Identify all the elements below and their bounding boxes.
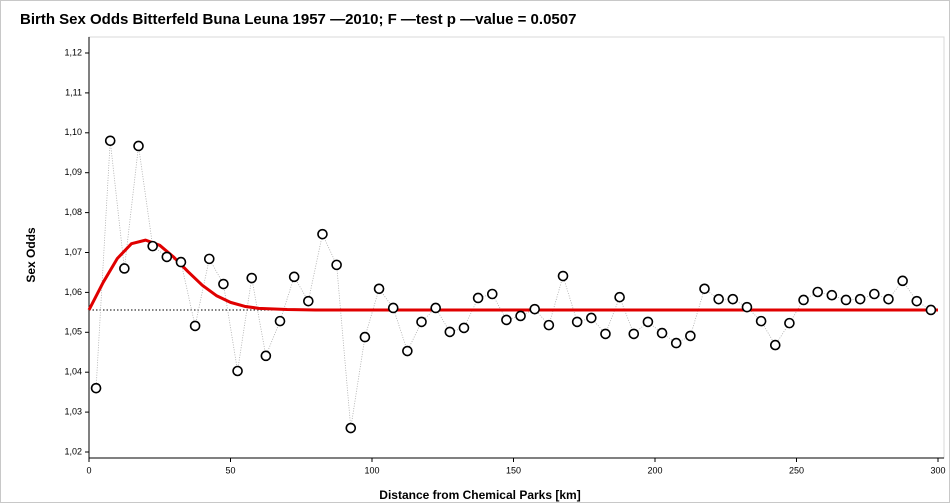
- x-tick-label: 200: [647, 465, 662, 475]
- data-point: [274, 315, 286, 327]
- data-point: [303, 295, 314, 307]
- data-point: [147, 240, 158, 252]
- data-point: [218, 278, 229, 290]
- data-point: [699, 283, 710, 295]
- data-point: [472, 292, 484, 304]
- data-point: [571, 316, 583, 328]
- x-tick-label: 100: [364, 465, 379, 475]
- data-point: [430, 302, 441, 314]
- data-point: [486, 288, 498, 300]
- data-point: [883, 293, 894, 305]
- data-point: [104, 135, 116, 147]
- data-point: [345, 422, 357, 434]
- data-point: [189, 320, 201, 332]
- data-point: [416, 316, 427, 328]
- data-point: [869, 288, 880, 300]
- data-point: [557, 270, 569, 282]
- data-point: [826, 289, 838, 301]
- y-tick-label: 1,11: [65, 87, 82, 97]
- y-tick-label: 1,09: [64, 167, 82, 177]
- chart-title: Birth Sex Odds Bitterfeld Buna Leuna 195…: [20, 11, 576, 28]
- data-point: [854, 293, 866, 305]
- data-point: [656, 327, 668, 339]
- data-point: [614, 291, 625, 303]
- data-point: [133, 140, 144, 152]
- data-point: [741, 301, 753, 313]
- y-tick-label: 1,08: [64, 207, 82, 217]
- y-tick-label: 1,04: [64, 367, 82, 377]
- data-point: [529, 303, 541, 315]
- data-point: [246, 272, 258, 284]
- x-tick-label: 250: [789, 465, 804, 475]
- data-point: [387, 302, 399, 314]
- y-tick-label: 1,03: [64, 406, 82, 416]
- data-point: [642, 316, 654, 328]
- data-point: [203, 253, 215, 265]
- x-tick-label: 150: [506, 465, 521, 475]
- data-point: [812, 286, 824, 298]
- data-point: [713, 293, 724, 305]
- plot-frame: [88, 36, 945, 459]
- data-point: [444, 326, 456, 338]
- data-point: [90, 382, 102, 394]
- x-tick-label: 300: [930, 465, 945, 475]
- x-axis-label: Distance from Chemical Parks [km]: [379, 488, 580, 502]
- x-tick-label: 50: [225, 465, 235, 475]
- y-tick-label: 1,07: [64, 247, 82, 257]
- data-point: [840, 294, 852, 306]
- data-point: [628, 328, 640, 340]
- y-tick-label: 1,12: [64, 47, 82, 57]
- data-point: [925, 304, 937, 316]
- data-point: [175, 256, 187, 268]
- data-point: [586, 312, 597, 324]
- data-point: [897, 275, 908, 287]
- data-point: [161, 251, 173, 263]
- data-point: [288, 271, 300, 283]
- data-point: [755, 315, 767, 327]
- data-point: [543, 319, 555, 331]
- data-point: [317, 228, 328, 240]
- y-tick-label: 1,05: [64, 327, 82, 337]
- data-point: [331, 259, 342, 271]
- fit-line: [87, 238, 938, 312]
- y-tick-label: 1,02: [64, 446, 82, 456]
- data-point: [515, 310, 526, 322]
- data-point: [232, 365, 243, 377]
- y-tick-label: 1,06: [64, 287, 82, 297]
- x-tick-label: 0: [86, 465, 91, 475]
- data-point: [784, 317, 795, 329]
- data-point: [769, 339, 781, 351]
- data-point: [458, 322, 470, 334]
- data-point: [798, 294, 809, 306]
- y-axis-label: Sex Odds: [24, 227, 38, 283]
- data-point: [670, 337, 682, 349]
- data-point: [402, 345, 413, 357]
- data-point: [260, 350, 272, 362]
- data-point: [359, 331, 371, 343]
- data-point: [600, 328, 611, 340]
- data-point: [501, 314, 512, 326]
- data-point: [727, 293, 739, 305]
- data-point: [373, 283, 385, 295]
- data-point: [685, 330, 696, 342]
- data-point: [911, 295, 923, 307]
- y-tick-label: 1,10: [64, 127, 82, 137]
- data-point: [119, 263, 130, 274]
